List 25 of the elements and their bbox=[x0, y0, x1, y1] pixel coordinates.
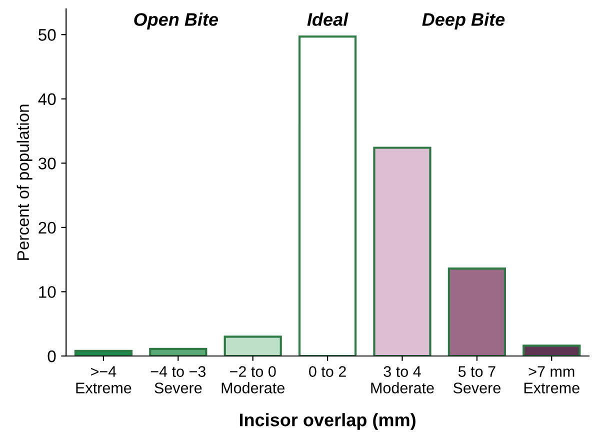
y-tick-label: 0 bbox=[48, 350, 56, 362]
annotation: Deep Bite bbox=[422, 12, 505, 30]
x-tick-label: 5 to 7 Severe bbox=[453, 366, 500, 394]
x-tick-label: 3 to 4 Moderate bbox=[371, 366, 434, 394]
bar bbox=[74, 350, 133, 356]
bar bbox=[224, 336, 282, 356]
y-tick-label: 20 bbox=[38, 222, 56, 234]
bar bbox=[373, 146, 432, 356]
x-axis-title: Incisor overlap (mm) bbox=[240, 413, 416, 430]
y-tick-label: 40 bbox=[38, 93, 56, 106]
bar bbox=[448, 268, 506, 356]
bar bbox=[522, 344, 581, 356]
x-tick-label: −2 to 0 Moderate bbox=[222, 366, 284, 394]
y-tick-label: 50 bbox=[38, 29, 56, 41]
annotation: Open Bite bbox=[134, 12, 218, 30]
y-tick-label: 30 bbox=[38, 158, 56, 170]
y-axis-title: Percent of population bbox=[16, 104, 32, 260]
bar bbox=[149, 348, 208, 356]
x-tick-label: −4 to −3 Severe bbox=[150, 366, 206, 394]
y-tick-label: 10 bbox=[39, 286, 56, 298]
annotation: Ideal bbox=[307, 12, 348, 26]
x-tick-label: 0 to 2 bbox=[309, 366, 346, 377]
bar bbox=[298, 35, 357, 356]
x-tick-label: >7 mm Extreme bbox=[524, 366, 580, 394]
x-tick-label: >−4 Extreme bbox=[76, 366, 132, 394]
